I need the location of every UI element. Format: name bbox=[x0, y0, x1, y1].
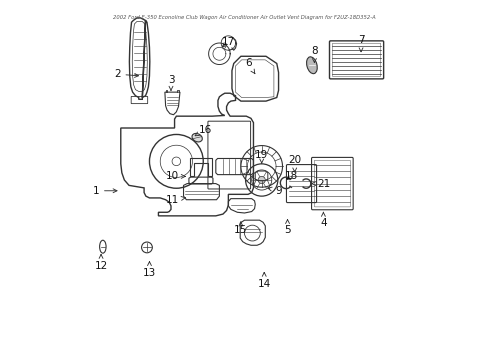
Text: 4: 4 bbox=[320, 212, 326, 228]
Text: 18: 18 bbox=[284, 171, 297, 181]
Ellipse shape bbox=[306, 57, 317, 74]
Text: 20: 20 bbox=[287, 155, 301, 172]
Text: 17: 17 bbox=[221, 37, 235, 47]
Circle shape bbox=[258, 176, 265, 184]
Text: 14: 14 bbox=[257, 273, 270, 289]
Text: 8: 8 bbox=[310, 46, 317, 62]
Text: 21: 21 bbox=[310, 179, 329, 189]
Text: 1: 1 bbox=[92, 186, 117, 196]
Text: 10: 10 bbox=[166, 171, 185, 181]
Text: 11: 11 bbox=[166, 195, 185, 205]
Text: 2002 Ford E-350 Econoline Club Wagon Air Conditioner Air Outlet Vent Diagram for: 2002 Ford E-350 Econoline Club Wagon Air… bbox=[113, 15, 375, 20]
Text: 7: 7 bbox=[357, 35, 364, 52]
Text: 3: 3 bbox=[167, 75, 174, 90]
Ellipse shape bbox=[192, 134, 202, 142]
Text: 2: 2 bbox=[114, 69, 138, 79]
Text: 13: 13 bbox=[142, 262, 156, 278]
Text: 6: 6 bbox=[244, 58, 254, 74]
Text: 15: 15 bbox=[234, 222, 247, 235]
Text: 19: 19 bbox=[255, 150, 268, 163]
Text: 9: 9 bbox=[267, 186, 281, 196]
Text: 5: 5 bbox=[284, 219, 290, 235]
Text: 12: 12 bbox=[94, 255, 107, 271]
Text: 16: 16 bbox=[195, 125, 211, 136]
